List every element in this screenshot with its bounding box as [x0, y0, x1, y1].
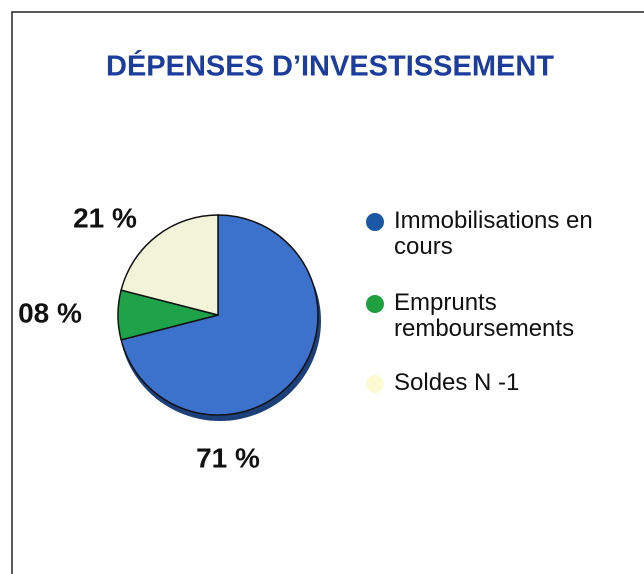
legend-label: Immobilisations en cours	[394, 207, 593, 260]
data-label: 71 %	[196, 442, 260, 473]
legend-marker	[366, 213, 384, 231]
pie-slice	[120, 214, 219, 316]
legend-marker	[366, 295, 384, 313]
legend-entry: Emprunts remboursements	[366, 290, 624, 342]
legend-label: Emprunts remboursements	[394, 289, 575, 342]
data-label: 21 %	[73, 202, 137, 233]
legend-entry: Immobilisations en cours	[366, 208, 624, 260]
data-label: 08 %	[18, 297, 82, 328]
legend-label: Soldes N -1	[394, 369, 520, 396]
pie-slice	[120, 214, 319, 416]
chart-title: DÉPENSES D’INVESTISSEMENT	[106, 49, 554, 83]
legend-entry: Soldes N -1	[366, 370, 624, 396]
legend-marker	[366, 375, 384, 393]
frame	[11, 11, 644, 574]
